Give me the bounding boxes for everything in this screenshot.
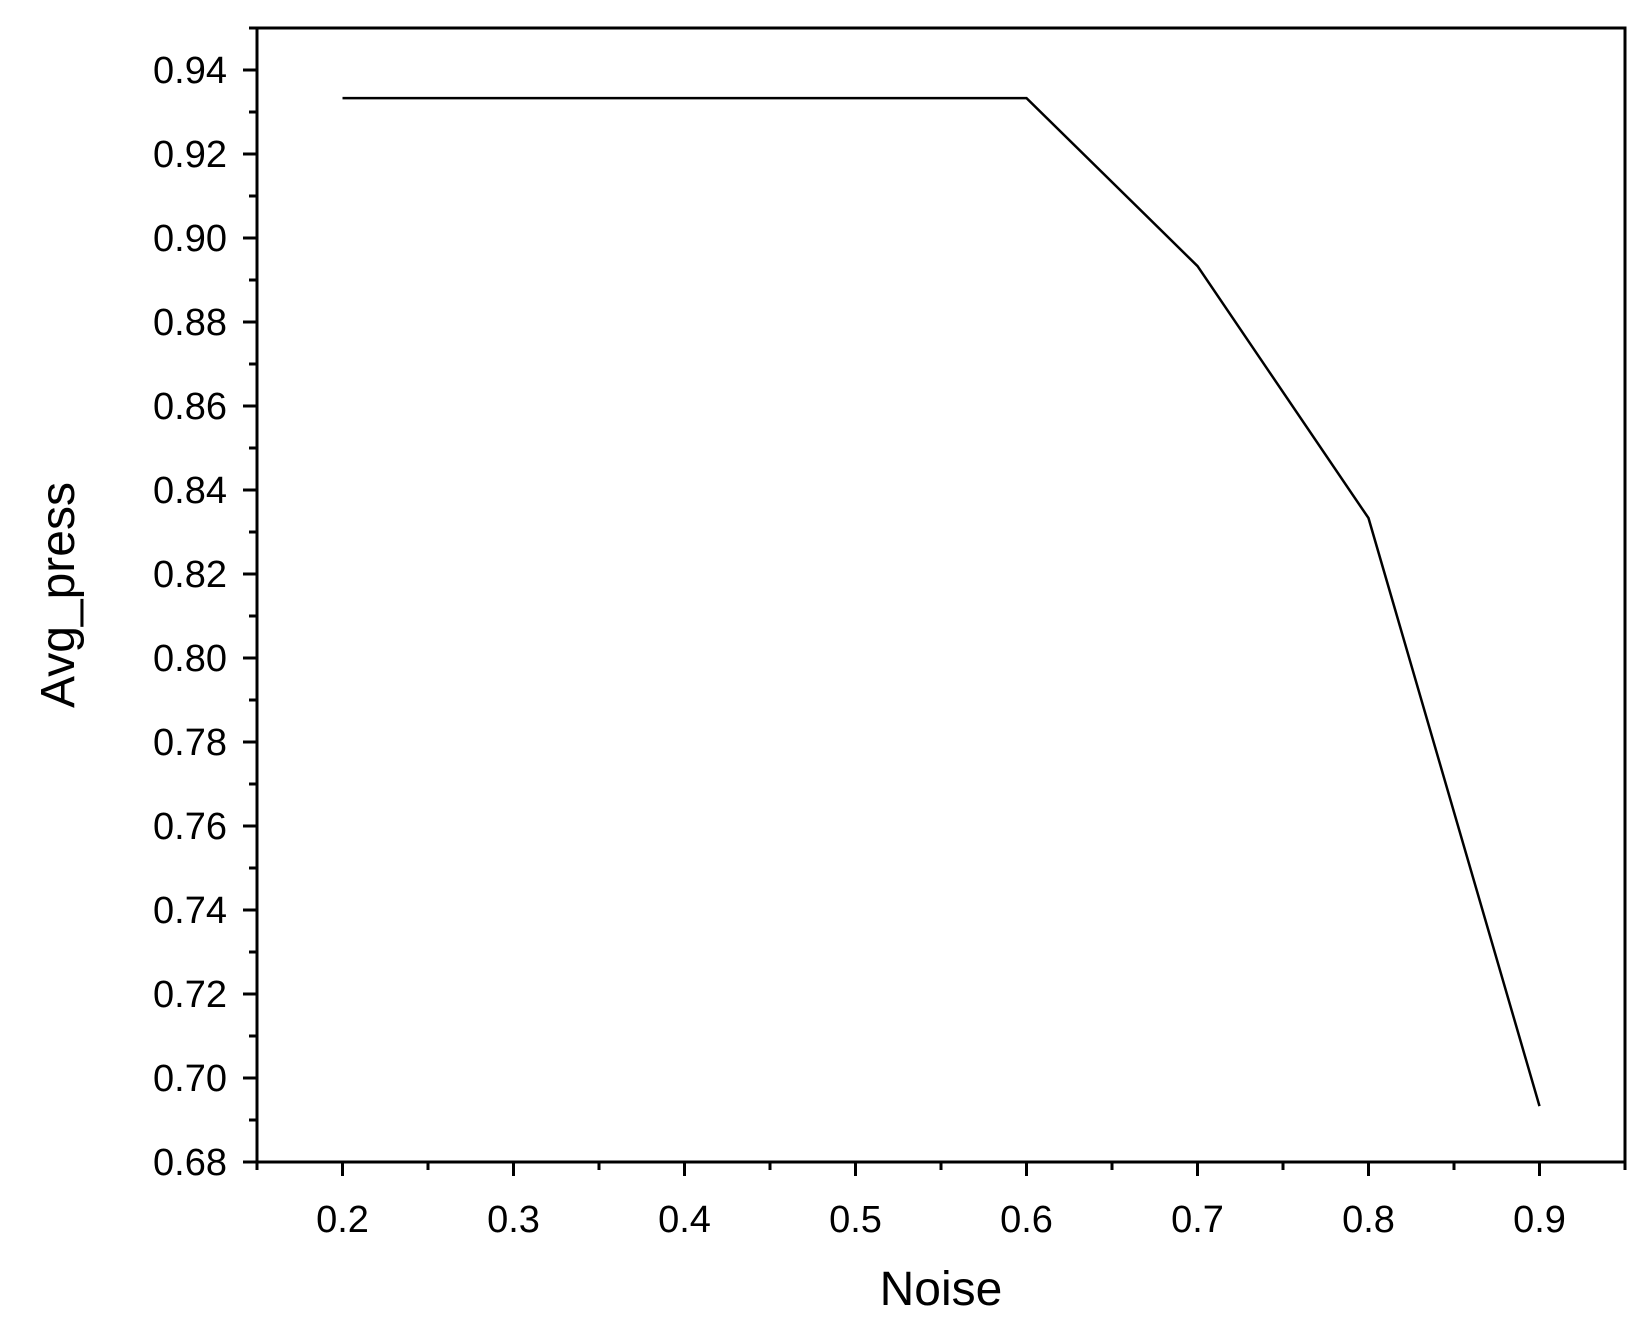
x-tick-label: 0.8 xyxy=(1342,1199,1395,1241)
x-tick-label: 0.3 xyxy=(487,1199,540,1241)
y-tick-label: 0.72 xyxy=(153,974,227,1016)
y-tick-label: 0.76 xyxy=(153,806,227,848)
x-tick-label: 0.4 xyxy=(658,1199,711,1241)
y-tick-label: 0.84 xyxy=(153,470,227,512)
x-tick-labels: 0.2 0.3 0.4 0.5 0.6 0.7 0.8 0.9 xyxy=(316,1199,1566,1241)
y-tick-label: 0.80 xyxy=(153,638,227,680)
y-tick-label: 0.92 xyxy=(153,134,227,176)
y-tick-label: 0.74 xyxy=(153,890,227,932)
y-tick-labels: 0.68 0.70 0.72 0.74 0.76 0.78 0.80 0.82 0.84 0.86… xyxy=(153,50,227,1184)
plot-frame xyxy=(255,26,1627,1164)
x-tick-label: 0.7 xyxy=(1171,1199,1224,1241)
y-tick-label: 0.86 xyxy=(153,386,227,428)
x-axis-title: Noise xyxy=(880,1263,1003,1316)
x-tick-label: 0.2 xyxy=(316,1199,369,1241)
major-ticks xyxy=(243,68,1541,1176)
x-tick-label: 0.5 xyxy=(829,1199,882,1241)
y-axis-title: Avg_press xyxy=(32,482,85,708)
y-tick-label: 0.88 xyxy=(153,302,227,344)
y-tick-label: 0.78 xyxy=(153,722,227,764)
minor-ticks xyxy=(249,26,1627,1170)
y-tick-label: 0.68 xyxy=(153,1142,227,1184)
series-line xyxy=(342,96,1541,1107)
x-tick-label: 0.6 xyxy=(1000,1199,1053,1241)
y-tick-label: 0.90 xyxy=(153,218,227,260)
y-tick-label: 0.94 xyxy=(153,50,227,92)
x-tick-label: 0.9 xyxy=(1513,1199,1566,1241)
y-tick-label: 0.70 xyxy=(153,1058,227,1100)
y-tick-label: 0.82 xyxy=(153,554,227,596)
